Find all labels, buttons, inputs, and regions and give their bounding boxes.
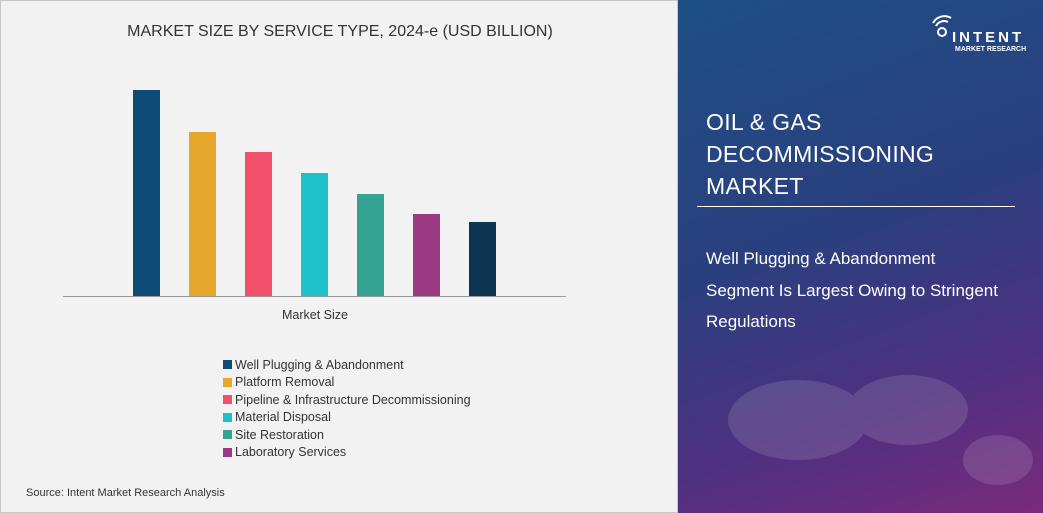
legend-item: Site Restoration [223,426,471,444]
legend: Well Plugging & Abandonment Platform Remo… [223,356,471,461]
chart-title: MARKET SIZE BY SERVICE TYPE, 2024-e (USD… [127,23,553,40]
legend-item: Platform Removal [223,374,471,392]
intent-logo: INTENT MARKET RESEARCH [930,12,1030,57]
legend-item: Well Plugging & Abandonment [223,356,471,374]
divider [697,206,1015,207]
legend-item: Material Disposal [223,409,471,427]
legend-swatch [223,430,232,440]
legend-item: Pipeline & Infrastructure Decommissionin… [223,391,471,409]
world-map-watermark [728,375,1033,485]
info-panel: INTENT MARKET RESEARCH OIL & GAS DECOMMI… [678,0,1043,513]
legend-label: Pipeline & Infrastructure Decommissionin… [235,392,471,407]
source-note: Source: Intent Market Research Analysis [26,487,225,499]
legend-swatch [223,395,232,405]
legend-swatch [223,447,232,457]
legend-label: Well Plugging & Abandonment [235,357,404,372]
x-axis-label: Market Size [282,308,348,322]
bar-0 [133,90,160,296]
bar-chart [63,90,566,297]
legend-item: Laboratory Services [223,444,471,462]
legend-swatch [223,377,232,387]
signal-icon [932,15,952,37]
key-insight: Well Plugging & Abandonment Segment Is L… [706,249,998,331]
legend-label: Material Disposal [235,410,331,425]
legend-label: Platform Removal [235,375,335,390]
legend-label: Laboratory Services [235,445,347,460]
bar-5 [413,214,440,296]
legend-swatch [223,360,232,370]
market-title: OIL & GAS DECOMMISSIONING MARKET [706,109,935,199]
bar-2 [245,152,272,296]
bar-4 [357,194,384,296]
bar-3 [301,173,328,296]
bar-1 [189,132,216,296]
chart-panel: MARKET SIZE BY SERVICE TYPE, 2024-e (USD… [0,0,678,513]
legend-swatch [223,412,232,422]
legend-label: Site Restoration [235,427,324,442]
bar-6 [469,222,496,296]
